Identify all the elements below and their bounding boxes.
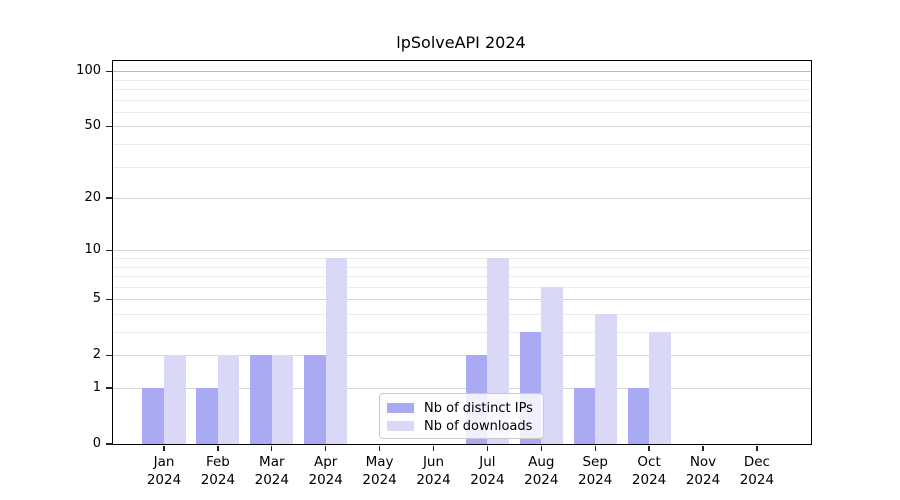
legend-label-downloads: Nb of downloads (424, 418, 533, 434)
x-tick-mark (271, 445, 273, 451)
y-tick-label: 0 (92, 436, 101, 451)
x-tick-mark (648, 445, 650, 451)
x-tick-mark (378, 445, 381, 451)
gridline-minor (113, 266, 811, 268)
x-axis-label: Mar 2024 (254, 454, 289, 488)
gridline-major (113, 250, 811, 252)
legend: Nb of distinct IPs Nb of downloads (379, 393, 544, 439)
y-tick-label: 50 (84, 118, 101, 134)
bar-downloads (325, 258, 348, 444)
x-axis-label: Feb 2024 (200, 454, 236, 488)
bar-downloads (217, 355, 240, 444)
bar-downloads (595, 314, 617, 444)
legend-swatch-downloads (387, 421, 414, 431)
legend-swatch-distinct-ips (387, 403, 414, 413)
bar-distinct-ips (627, 388, 650, 444)
plot-area: 0 1 2 5 10 20 50 100 Jan 2024 Feb 2024 Mar 2024 Apr 20… (76, 60, 812, 488)
x-tick-mark (486, 445, 489, 451)
x-tick-mark (702, 445, 704, 451)
gridline-major (113, 299, 811, 301)
bar-distinct-ips (304, 355, 326, 444)
bar-distinct-ips (196, 388, 218, 444)
x-tick-mark (217, 445, 219, 451)
x-tick-mark (756, 445, 758, 451)
y-tick-label: 5 (92, 291, 101, 307)
y-tick-label: 2 (92, 347, 101, 363)
y-tick-mark (105, 249, 112, 251)
x-axis-label: May 2024 (362, 454, 397, 488)
y-tick-mark (105, 70, 112, 72)
x-axis-label: Apr 2024 (308, 454, 343, 488)
x-axis-label: Oct 2024 (631, 454, 667, 488)
gridline-minor (113, 314, 811, 315)
bar-downloads (649, 332, 671, 444)
chart-title: lpSolveAPI 2024 (396, 33, 526, 52)
legend-label-distinct-ips: Nb of distinct IPs (424, 400, 533, 416)
x-tick-mark (540, 445, 542, 451)
bar-downloads (164, 355, 186, 444)
gridline-major (113, 126, 811, 128)
gridline-minor (113, 276, 811, 277)
gridline-minor (113, 89, 811, 90)
legend-row-distinct-ips: Nb of distinct IPs (387, 400, 535, 416)
legend-row-downloads: Nb of downloads (387, 418, 535, 434)
gridline-major (113, 71, 811, 73)
y-tick-mark (105, 443, 112, 445)
x-axis-label: Jan 2024 (146, 454, 182, 488)
y-tick-label: 1 (92, 380, 101, 395)
bar-distinct-ips (573, 388, 596, 444)
y-tick-mark (105, 125, 112, 128)
y-tick-label: 10 (84, 242, 101, 258)
y-tick-label: 20 (84, 190, 101, 206)
bar-downloads (541, 286, 563, 444)
gridline-minor (113, 258, 811, 259)
x-tick-mark (325, 445, 327, 451)
gridline-minor (113, 99, 811, 101)
y-tick-mark (105, 354, 112, 356)
bar-downloads (271, 355, 294, 444)
y-tick-label: 100 (76, 63, 101, 79)
bar-distinct-ips (142, 388, 164, 444)
y-tick-mark (105, 197, 112, 199)
gridline-major (113, 355, 811, 357)
gridline-major (113, 198, 811, 200)
x-tick-mark (432, 445, 435, 451)
bar-distinct-ips (250, 355, 272, 444)
gridline-minor (113, 286, 811, 288)
x-axis-label: Sep 2024 (578, 454, 613, 488)
x-tick-mark (163, 445, 165, 451)
gridline-minor (113, 111, 811, 113)
x-axis-label: Nov 2024 (685, 454, 721, 488)
gridline-minor (113, 144, 811, 145)
x-tick-mark (594, 445, 596, 451)
x-axis-label: Jun 2024 (416, 454, 451, 488)
x-axis-label: Jul 2024 (470, 454, 505, 488)
y-tick-mark (105, 387, 112, 389)
x-axis-label: Aug 2024 (524, 454, 559, 488)
gridline-minor (113, 166, 811, 168)
x-axis-label: Dec 2024 (739, 454, 775, 488)
gridline-minor (113, 79, 811, 81)
gridline-minor (113, 332, 811, 333)
gridline-major (113, 388, 811, 389)
y-tick-mark (105, 298, 112, 300)
